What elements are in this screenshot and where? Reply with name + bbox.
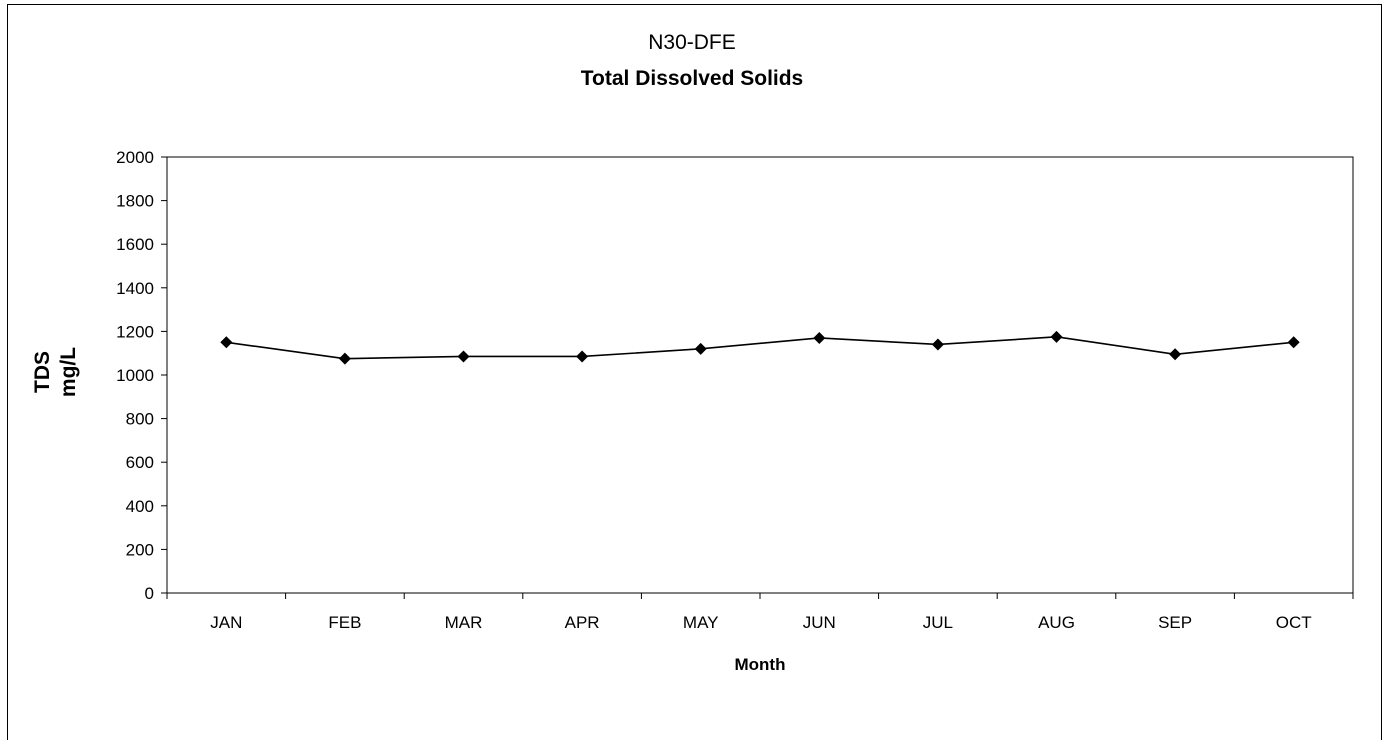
y-tick-label: 600 bbox=[126, 453, 154, 472]
data-point-marker bbox=[813, 331, 826, 344]
y-axis-title: TDS mg/L bbox=[31, 347, 80, 397]
x-axis: JAN FEB MAR APR MAY JUN JUL AUG SEP OCT bbox=[166, 593, 1354, 632]
chart-frame bbox=[7, 4, 1382, 740]
data-point-marker bbox=[220, 336, 233, 349]
y-tick-label: 800 bbox=[126, 410, 154, 429]
data-point-marker bbox=[338, 352, 351, 365]
plot-area bbox=[166, 156, 1354, 594]
x-axis-title: Month bbox=[735, 655, 786, 674]
y-tick-label: 1200 bbox=[116, 322, 154, 341]
x-tick-label: SEP bbox=[1158, 613, 1192, 632]
data-point-marker bbox=[1050, 330, 1063, 343]
x-tick-label: MAR bbox=[445, 613, 483, 632]
x-tick-label: OCT bbox=[1276, 613, 1312, 632]
y-tick-label: 200 bbox=[126, 540, 154, 559]
x-tick-label: MAY bbox=[683, 613, 719, 632]
x-tick-label: JUL bbox=[923, 613, 953, 632]
y-tick-label: 1000 bbox=[116, 366, 154, 385]
y-tick-label: 400 bbox=[126, 497, 154, 516]
data-point-marker bbox=[1169, 348, 1182, 361]
y-tick-label: 0 bbox=[145, 584, 154, 603]
data-point-marker bbox=[457, 350, 470, 363]
chart-title: N30-DFE bbox=[648, 31, 736, 54]
y-axis-title-line-1: TDS bbox=[31, 351, 54, 393]
y-tick-label: 1800 bbox=[116, 192, 154, 211]
chart-subtitle: Total Dissolved Solids bbox=[581, 67, 804, 90]
y-axis: 0 200 400 600 800 1000 1200 1400 1600 1800 2000 bbox=[116, 148, 167, 603]
data-point-marker bbox=[1287, 336, 1300, 349]
y-tick-label: 2000 bbox=[116, 148, 154, 167]
data-point-marker bbox=[931, 338, 944, 351]
x-tick-label: JUN bbox=[803, 613, 836, 632]
x-tick-label: JAN bbox=[210, 613, 242, 632]
y-tick-label: 1600 bbox=[116, 235, 154, 254]
x-tick-label: AUG bbox=[1038, 613, 1075, 632]
series-line bbox=[226, 336, 1294, 360]
x-tick-label: FEB bbox=[328, 613, 361, 632]
series-tds bbox=[220, 330, 1300, 365]
x-tick-label: APR bbox=[565, 613, 600, 632]
y-axis-title-line-2: mg/L bbox=[57, 347, 80, 397]
y-tick-label: 1400 bbox=[116, 279, 154, 298]
data-point-marker bbox=[576, 350, 589, 363]
data-point-marker bbox=[694, 342, 707, 355]
